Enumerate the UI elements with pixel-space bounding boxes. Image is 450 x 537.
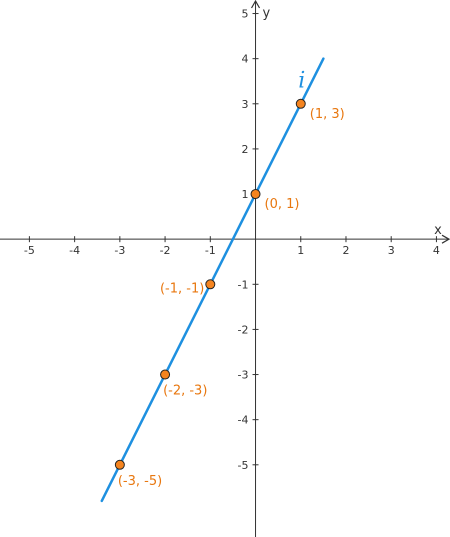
y-axis-label: y xyxy=(263,6,271,21)
point-label: (-1, -1) xyxy=(160,281,204,296)
y-tick-label: -5 xyxy=(238,459,249,472)
data-points xyxy=(114,98,306,470)
y-tick-label: -2 xyxy=(238,323,249,336)
data-point xyxy=(250,189,261,200)
point-label: (1, 3) xyxy=(310,107,345,122)
y-tick-label: 4 xyxy=(242,53,249,66)
x-tick-label: -1 xyxy=(205,244,216,257)
x-tick-label: -4 xyxy=(69,244,80,257)
y-tick-label: -1 xyxy=(238,278,249,291)
x-tick-label: 3 xyxy=(388,244,395,257)
point-label: (-2, -3) xyxy=(163,384,207,399)
text-labels: -5 -4 -3 -2 -1 1 2 3 4 5 4 3 2 1 -1 -2 -3 -4 -5 x y i (1, 3) (0… xyxy=(24,6,442,489)
series-line xyxy=(100,57,325,503)
y-tick-label: 1 xyxy=(242,188,249,201)
y-tick-label: 5 xyxy=(242,8,249,21)
data-point xyxy=(295,98,306,109)
y-tick-label: 3 xyxy=(242,98,249,111)
x-tick-label: -3 xyxy=(114,244,125,257)
point-label: (0, 1) xyxy=(265,197,300,212)
x-tick-label: -5 xyxy=(24,244,35,257)
line-series xyxy=(100,57,325,503)
point-label: (-3, -5) xyxy=(118,474,162,489)
y-tick-label: -3 xyxy=(238,369,249,382)
series-name-label: i xyxy=(298,69,305,94)
x-tick-label: 4 xyxy=(433,244,440,257)
data-point xyxy=(205,279,216,290)
x-tick-label: -2 xyxy=(160,244,171,257)
y-tick-label: 2 xyxy=(242,143,249,156)
x-tick-label: 1 xyxy=(297,244,304,257)
y-tick-label: -4 xyxy=(238,414,249,427)
data-point xyxy=(114,459,125,470)
data-point xyxy=(160,369,171,380)
x-tick-label: 2 xyxy=(342,244,349,257)
tick-marks xyxy=(28,13,437,466)
x-axis-label: x xyxy=(434,223,442,238)
